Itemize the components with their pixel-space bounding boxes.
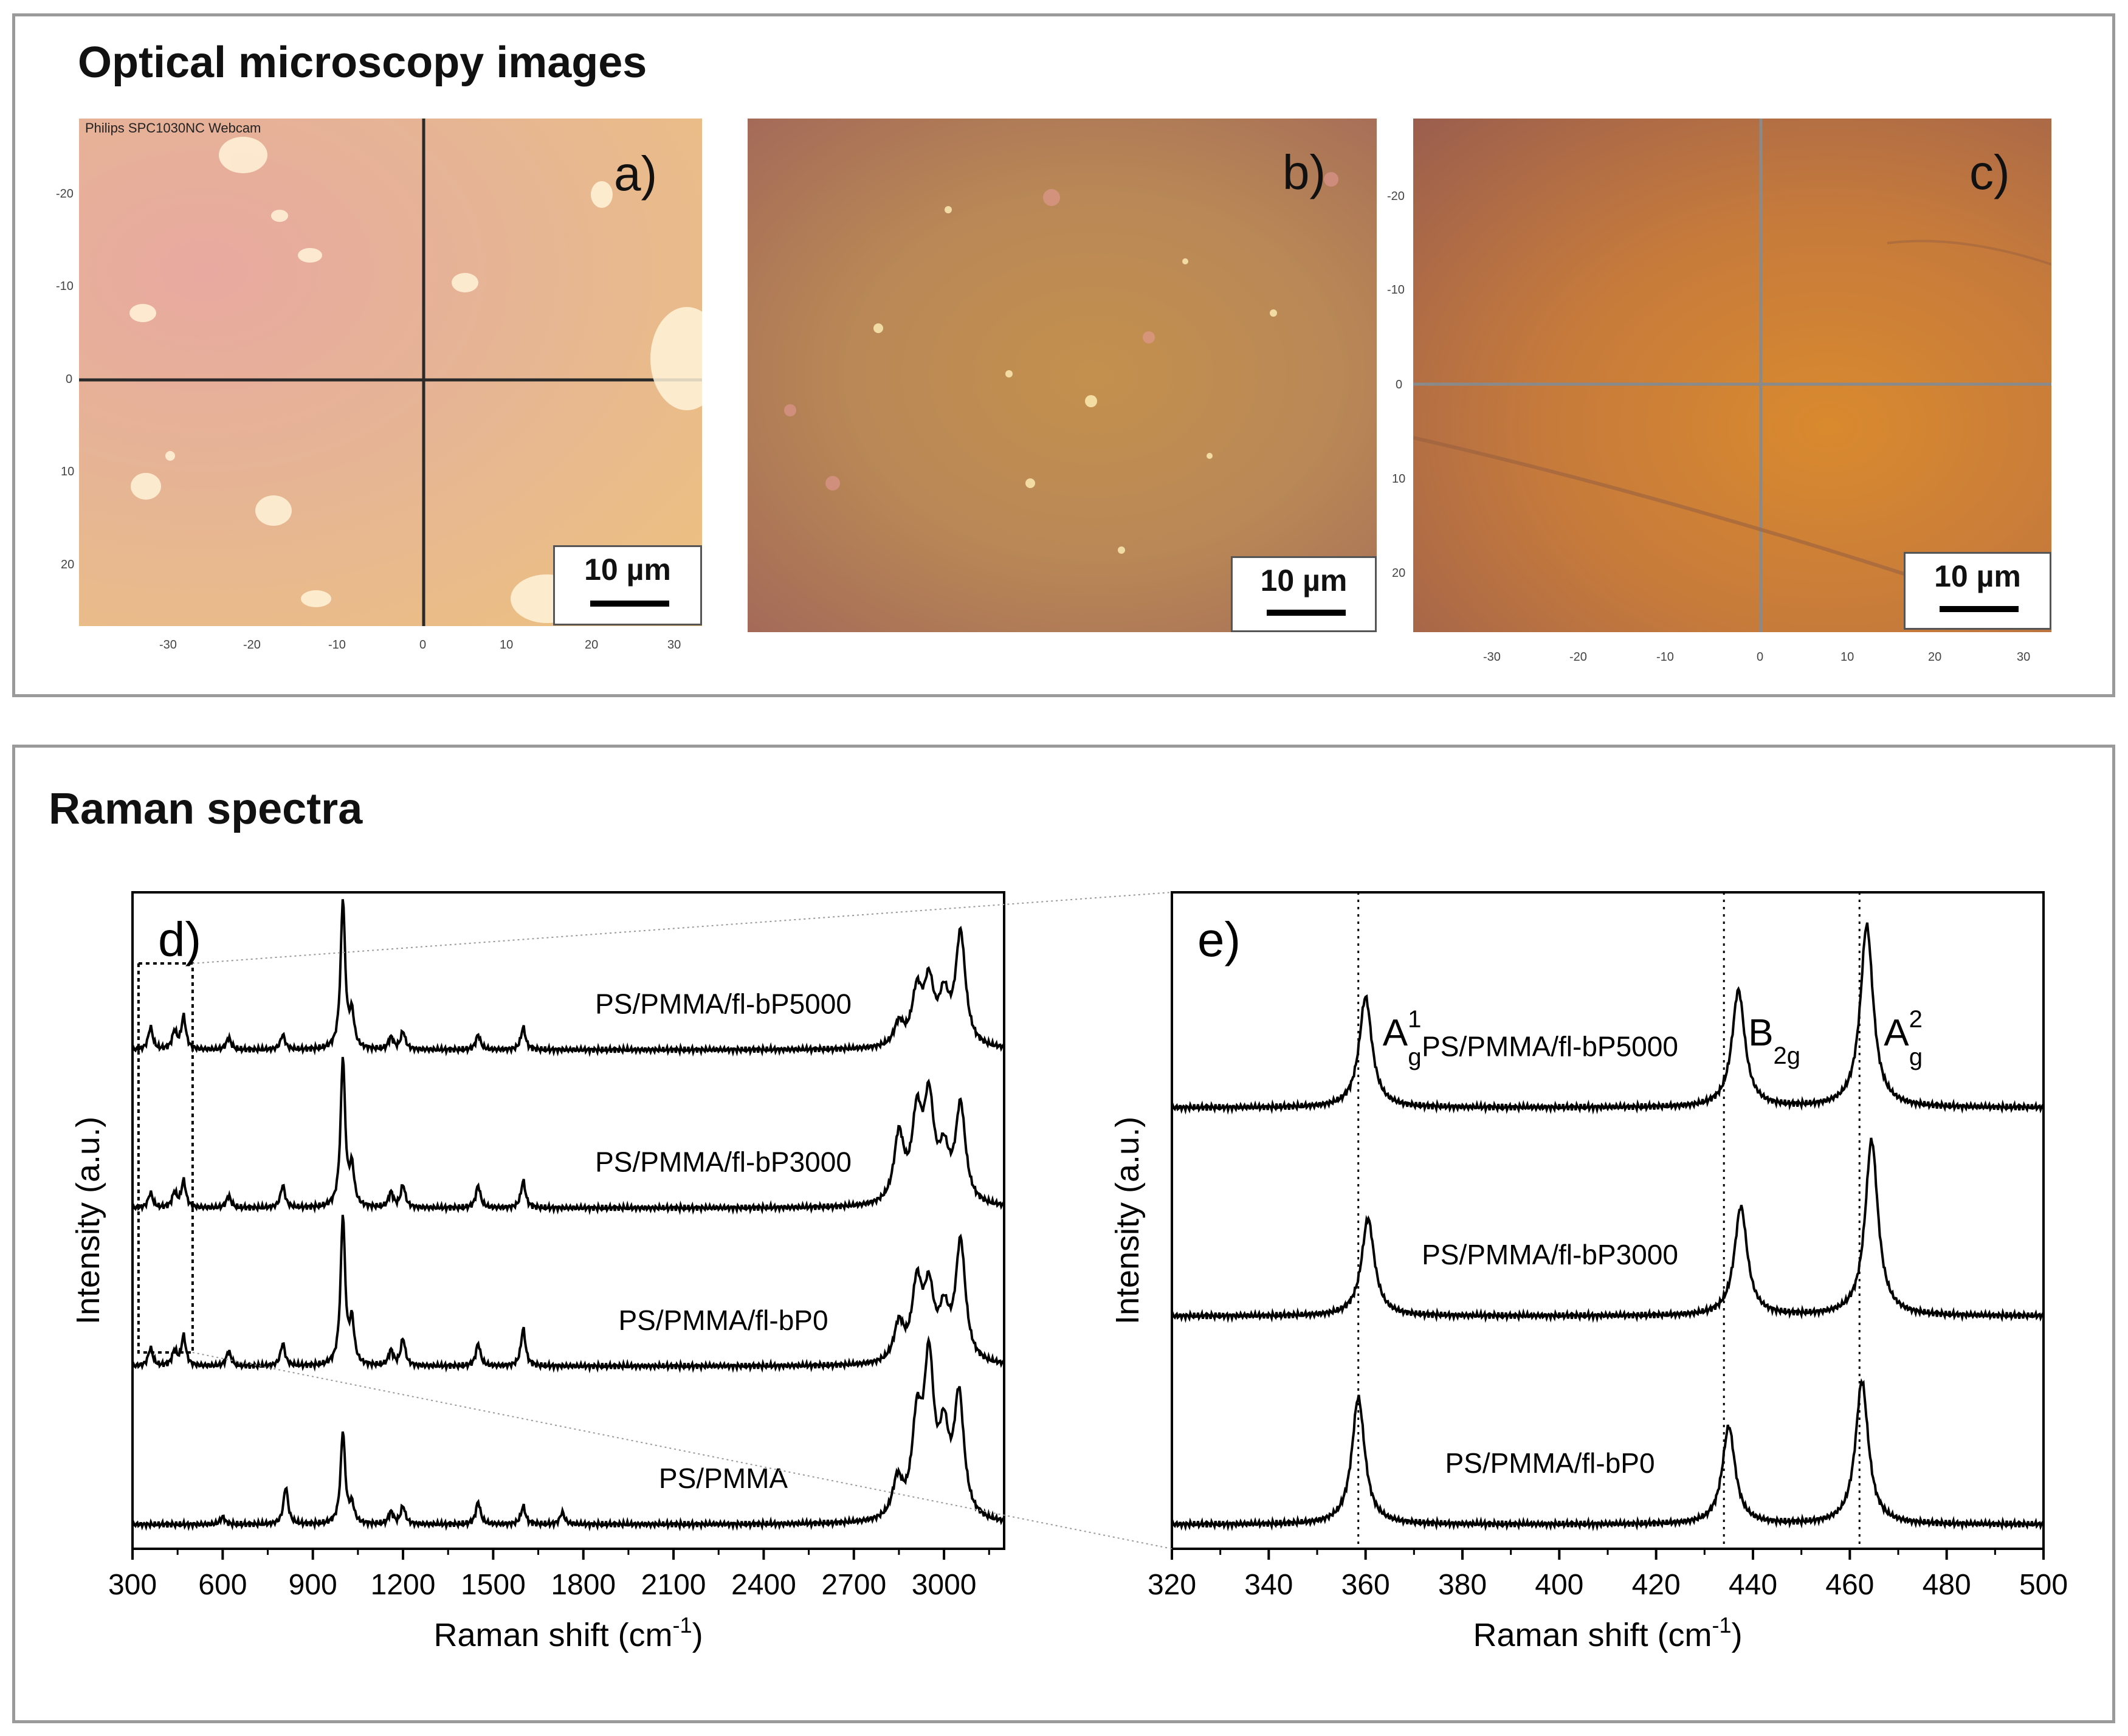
scalebar-c-line [1940, 606, 2019, 612]
tick: 30 [667, 638, 681, 652]
series-label: PS/PMMA [659, 1462, 788, 1494]
x-tick-label: 2700 [821, 1569, 886, 1601]
x-tick-label: 3000 [912, 1569, 977, 1601]
x-tick-label: 360 [1341, 1569, 1390, 1601]
scalebar-a-line [590, 601, 669, 607]
raman-frame [12, 745, 2115, 1723]
tick: 20 [1392, 567, 1406, 580]
series-label: PS/PMMA/fl-bP5000 [1422, 1030, 1678, 1062]
series-line [131, 899, 1005, 1058]
tick: -20 [56, 187, 74, 201]
zoom-connector-top [192, 892, 1172, 964]
tick: -20 [1569, 650, 1587, 664]
x-tick-label: 2100 [641, 1569, 706, 1601]
microscopy-heading: Optical microscopy images [78, 38, 647, 87]
tick: -20 [1387, 190, 1405, 203]
chart-e: 320 340 360 380 400 420 440 460 480 500 Raman shif… [1109, 891, 2068, 1653]
tick: 0 [1396, 378, 1403, 391]
tick: 20 [1928, 650, 1942, 664]
series-line [131, 1335, 1005, 1532]
microscopy-frame [12, 13, 2115, 697]
micro-image-a [79, 119, 702, 626]
y-axis-label: Intensity (a.u.) [1109, 1117, 1146, 1324]
x-tick-label: 600 [198, 1569, 247, 1601]
series-label: PS/PMMA/fl-bP5000 [595, 988, 852, 1019]
chart-d: 300 600 900 1200 1500 1800 2100 2400 2700 3000 Ram… [70, 891, 1005, 1653]
series-label: PS/PMMA/fl-bP3000 [595, 1146, 852, 1178]
tick: 10 [1840, 650, 1854, 664]
x-tick-label: 440 [1729, 1569, 1777, 1601]
plot-frame [131, 891, 1005, 1550]
panel-letter-a: a) [614, 146, 658, 201]
zoom-box [137, 962, 194, 1354]
x-tick-label: 1800 [551, 1569, 616, 1601]
x-axis-label: Raman shift (cm-1) [433, 1613, 703, 1653]
x-tick-label: 420 [1632, 1569, 1681, 1601]
series-line [1171, 1137, 2045, 1323]
x-tick-label: 400 [1535, 1569, 1583, 1601]
scalebar-a: 10 µm [553, 545, 702, 625]
x-tick-label: 480 [1923, 1569, 1971, 1601]
micro-image-b [748, 119, 1377, 632]
mode-label: B2g [1748, 1012, 1800, 1069]
tick: 10 [1392, 472, 1406, 486]
micro-a-overlay [79, 119, 702, 626]
x-tick-label: 900 [289, 1569, 337, 1601]
x-tick-label: 380 [1438, 1569, 1487, 1601]
panel-letter-c: c) [1969, 145, 2010, 199]
tick: 10 [500, 638, 514, 652]
x-tick-label: 1200 [371, 1569, 436, 1601]
scalebar-b-label: 10 µm [1260, 563, 1348, 598]
tick: 20 [61, 558, 75, 571]
y-axis-label: Intensity (a.u.) [70, 1117, 106, 1324]
tick: -10 [328, 638, 346, 652]
x-tick-label: 2400 [731, 1569, 796, 1601]
raman-heading: Raman spectra [49, 785, 363, 833]
x-axis-label: Raman shift (cm-1) [1473, 1613, 1742, 1653]
series-label: PS/PMMA/fl-bP0 [618, 1304, 828, 1336]
x-tick-label: 340 [1244, 1569, 1293, 1601]
scalebar-a-label: 10 µm [584, 553, 671, 587]
tick: 30 [2017, 650, 2031, 664]
tick: 0 [66, 373, 73, 386]
micro-b-overlay [784, 172, 1338, 554]
series-line [131, 1056, 1005, 1216]
tick: 0 [419, 638, 427, 652]
mode-label: A1 g [1383, 1006, 1422, 1070]
zoom-indicator [137, 892, 1172, 1549]
x-tick-label: 500 [2019, 1569, 2068, 1601]
tick: 20 [585, 638, 599, 652]
panel-letter-b: b) [1283, 145, 1326, 199]
series-label: PS/PMMA/fl-bP3000 [1422, 1239, 1678, 1270]
tick: -10 [1387, 283, 1405, 297]
tick: -30 [1483, 650, 1501, 664]
tick: 0 [1757, 650, 1764, 664]
tick: -10 [1656, 650, 1674, 664]
scalebar-b-line [1267, 610, 1346, 616]
series-line [1171, 1378, 2045, 1532]
series-label: PS/PMMA/fl-bP0 [1445, 1447, 1655, 1479]
panel-letter: d) [158, 912, 201, 966]
x-tick-label: 320 [1148, 1569, 1196, 1601]
x-tick-label: 300 [108, 1569, 157, 1601]
x-tick-label: 1500 [461, 1569, 526, 1601]
x-tick-label: 460 [1825, 1569, 1874, 1601]
scalebar-b: 10 µm [1231, 556, 1377, 632]
tick: -10 [56, 280, 74, 293]
series-line [1171, 922, 2045, 1115]
series-line [131, 1214, 1005, 1374]
webcam-watermark: Philips SPC1030NC Webcam [85, 120, 261, 136]
tick: 10 [61, 465, 75, 478]
tick: -20 [243, 638, 261, 652]
zoom-connector-bottom [192, 1352, 1172, 1549]
scalebar-c-label: 10 µm [1934, 559, 2021, 593]
tick: -30 [159, 638, 177, 652]
panel-letter: e) [1197, 912, 1241, 966]
scalebar-c: 10 µm [1904, 552, 2051, 630]
mode-label: A2 g [1884, 1006, 1923, 1070]
